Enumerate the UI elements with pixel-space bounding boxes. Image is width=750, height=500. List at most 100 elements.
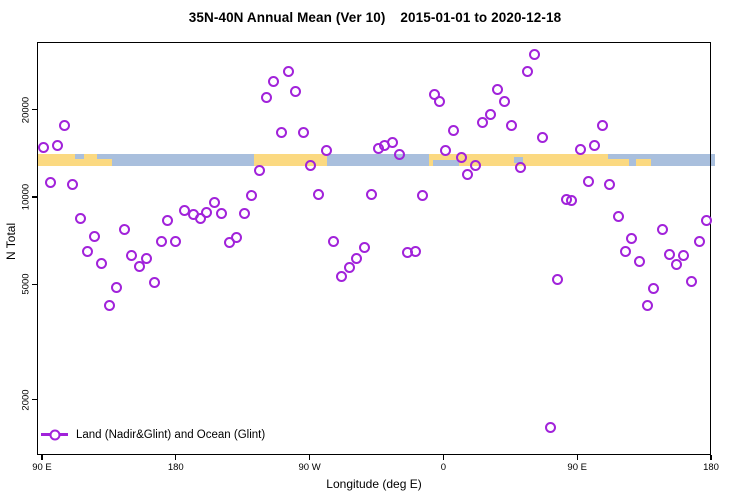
x-tick: [576, 455, 578, 460]
plot-box: [37, 42, 711, 455]
data-point: [417, 190, 429, 202]
data-point: [657, 224, 669, 236]
data-point: [59, 120, 71, 132]
data-point: [647, 282, 659, 294]
data-point: [74, 212, 86, 224]
legend: Land (Nadir&Glint) and Ocean (Glint): [41, 427, 265, 442]
data-point: [88, 231, 100, 243]
data-point: [456, 151, 468, 163]
map-band-land: [253, 154, 327, 166]
data-point: [282, 66, 294, 78]
x-tick-label: 90 E: [567, 462, 587, 473]
data-point: [290, 86, 302, 98]
x-tick-label: 180: [703, 462, 719, 473]
data-point: [597, 120, 609, 132]
legend-label: Land (Nadir&Glint) and Ocean (Glint): [76, 428, 266, 441]
x-tick-label: 90 W: [298, 462, 321, 473]
data-point: [38, 142, 50, 154]
data-point: [267, 75, 279, 87]
data-point: [351, 252, 363, 264]
y-tick-label: 10000: [20, 183, 32, 211]
map-band-land-coast: [635, 159, 651, 166]
data-point: [603, 179, 615, 191]
data-point: [506, 120, 518, 132]
data-point: [118, 224, 130, 236]
chart-title: 35N-40N Annual Mean (Ver 10) 2015-01-01 …: [0, 10, 750, 25]
data-point: [394, 149, 406, 161]
data-point: [134, 260, 146, 272]
data-point: [693, 235, 705, 247]
x-tick: [175, 455, 177, 460]
x-tick: [308, 455, 311, 460]
data-point: [343, 262, 355, 274]
data-point: [230, 231, 242, 243]
data-point: [522, 66, 534, 78]
data-point: [387, 137, 399, 149]
data-point: [470, 160, 482, 172]
data-point: [321, 144, 333, 156]
x-tick: [41, 455, 43, 460]
data-point: [477, 117, 489, 129]
map-band-ocean-inlet: [433, 159, 460, 166]
data-point: [462, 168, 474, 180]
data-point: [201, 207, 213, 219]
data-point: [575, 143, 587, 155]
x-tick: [442, 455, 445, 460]
data-point: [529, 49, 541, 60]
data-point: [253, 165, 265, 177]
data-point: [626, 233, 638, 245]
data-point: [663, 249, 675, 261]
data-point: [410, 245, 422, 257]
y-tick: [32, 196, 37, 198]
data-point: [552, 273, 564, 285]
legend-line-marker: [41, 429, 68, 440]
x-tick: [710, 455, 712, 460]
data-point: [671, 259, 683, 271]
data-point: [245, 190, 257, 202]
data-point: [149, 276, 161, 288]
data-point: [485, 108, 497, 120]
map-band-land: [37, 154, 75, 166]
legend-circle-icon: [49, 429, 60, 440]
y-axis-label: N Total: [4, 222, 18, 260]
y-tick-label: 2000: [20, 389, 32, 411]
title-main: 35N-40N Annual Mean (Ver 10): [188, 10, 386, 25]
data-point: [216, 207, 228, 219]
data-point: [51, 139, 63, 151]
data-point: [358, 241, 370, 253]
x-tick-label: 0: [440, 462, 447, 473]
data-point: [297, 126, 309, 138]
map-band-land-coast: [607, 159, 630, 166]
map-band-ocean-inlet: [514, 156, 523, 164]
data-point: [208, 196, 220, 208]
x-axis-label: Longitude (deg E): [326, 477, 422, 491]
data-point: [312, 189, 324, 200]
data-point: [612, 211, 624, 223]
data-point: [170, 236, 182, 248]
y-tick: [32, 109, 37, 111]
data-point: [686, 276, 698, 288]
x-tick-label: 90 E: [32, 462, 52, 473]
data-point: [336, 271, 348, 283]
data-point: [582, 176, 594, 188]
data-point: [156, 236, 168, 248]
data-point: [238, 208, 250, 220]
data-point: [81, 245, 93, 257]
data-point: [261, 91, 273, 103]
data-point: [589, 139, 601, 151]
y-tick: [32, 399, 37, 401]
data-point: [95, 257, 107, 269]
data-point: [126, 250, 138, 262]
data-point: [678, 250, 690, 262]
data-point: [305, 160, 317, 172]
y-tick: [32, 283, 37, 285]
data-point: [492, 83, 504, 95]
data-point: [433, 96, 445, 108]
data-point: [633, 255, 645, 267]
data-point: [66, 179, 78, 191]
data-point: [448, 125, 460, 137]
data-point: [161, 214, 173, 226]
data-point: [515, 162, 527, 174]
data-point: [366, 189, 378, 200]
